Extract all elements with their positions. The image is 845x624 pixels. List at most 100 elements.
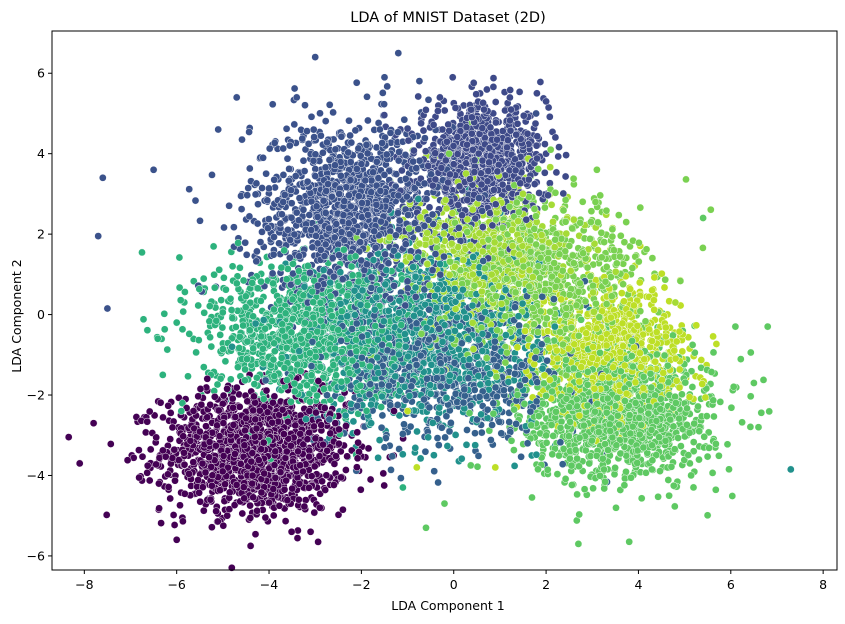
scatter-point-series-6 (549, 432, 558, 440)
scatter-point-series-4 (175, 283, 184, 292)
scatter-point-series-2 (552, 168, 561, 177)
scatter-point-series-1 (301, 101, 309, 110)
scatter-point-series-0 (280, 485, 289, 494)
scatter-point-series-0 (336, 447, 345, 456)
scatter-point-series-1 (374, 119, 383, 127)
scatter-point-series-2 (536, 78, 545, 86)
scatter-point-series-1 (243, 191, 252, 200)
scatter-point-series-0 (314, 538, 322, 546)
scatter-point-series-4 (199, 274, 208, 283)
scatter-point-series-1 (238, 135, 246, 144)
scatter-point-series-0 (159, 413, 167, 422)
scatter-point-series-5 (474, 452, 483, 460)
scatter-point-series-1 (352, 78, 361, 87)
scatter-point-series-6 (746, 423, 755, 431)
scatter-point-series-4 (160, 309, 169, 318)
scatter-point-series-8 (651, 357, 660, 366)
scatter-point-series-1 (275, 239, 283, 248)
scatter-point-series-6 (711, 485, 720, 494)
scatter-point-series-0 (246, 501, 254, 510)
scatter-point-series-2 (438, 125, 447, 134)
scatter-point-series-6 (700, 432, 709, 441)
scatter-point-series-1 (220, 223, 228, 232)
scatter-point-series-1 (316, 109, 324, 118)
scatter-point-series-7 (706, 205, 715, 214)
scatter-point-series-9 (594, 246, 602, 254)
scatter-point-series-7 (676, 277, 685, 285)
scatter-point-series-2 (562, 151, 570, 159)
scatter-point-series-3 (462, 440, 471, 449)
scatter-point-series-6 (528, 493, 536, 502)
scatter-point-series-4 (139, 315, 148, 324)
scatter-point-series-6 (746, 348, 755, 357)
scatter-point-series-0 (176, 501, 184, 510)
scatter-point-series-6 (703, 452, 712, 461)
scatter-point-series-5 (471, 429, 479, 438)
scatter-point-series-1 (282, 124, 291, 133)
scatter-point-series-4 (200, 308, 209, 317)
scatter-point-series-1 (383, 82, 392, 91)
scatter-point-series-2 (551, 133, 560, 142)
scatter-point-series-0 (294, 526, 302, 535)
scatter-point-series-0 (64, 433, 73, 441)
scatter-point-series-0 (343, 452, 351, 461)
scatter-point-series-2 (506, 86, 515, 94)
scatter-point-series-7 (619, 280, 627, 289)
scatter-point-series-1 (268, 100, 277, 109)
scatter-point-series-1 (245, 164, 254, 173)
scatter-point-series-6 (600, 484, 609, 493)
scatter-point-series-0 (135, 446, 143, 454)
scatter-point-series-6 (728, 492, 737, 500)
scatter-point-series-2 (555, 143, 563, 151)
scatter-point-series-8 (692, 321, 701, 330)
scatter-point-series-1 (244, 184, 253, 192)
scatter-point-series-7 (620, 238, 629, 247)
scatter-point-series-3 (510, 462, 519, 470)
scatter-point-series-2 (541, 140, 549, 148)
scatter-point-series-1 (311, 165, 320, 173)
scatter-point-series-5 (517, 452, 525, 461)
scatter-point-series-0 (166, 435, 175, 443)
points-layer (64, 49, 795, 572)
scatter-point-series-1 (252, 257, 261, 266)
scatter-point-series-1 (363, 92, 371, 101)
scatter-point-series-9 (547, 200, 556, 209)
scatter-point-series-0 (379, 469, 388, 478)
scatter-point-series-3 (349, 417, 358, 426)
scatter-point-series-4 (184, 372, 192, 381)
scatter-point-series-0 (269, 511, 278, 520)
scatter-point-series-7 (559, 206, 568, 215)
scatter-point-series-1 (225, 201, 233, 210)
scatter-point-series-0 (342, 466, 350, 474)
chart-title: LDA of MNIST Dataset (2D) (350, 10, 546, 26)
scatter-point-series-8 (709, 332, 717, 341)
scatter-point-series-0 (168, 423, 177, 432)
scatter-point-series-6 (654, 492, 662, 501)
scatter-point-series-5 (421, 447, 430, 456)
scatter-point-series-1 (400, 115, 409, 124)
scatter-point-series-6 (580, 485, 589, 494)
scatter-point-series-2 (440, 106, 449, 115)
scatter-point-series-4 (226, 294, 235, 303)
scatter-point-series-2 (448, 73, 457, 82)
scatter-point-series-6 (665, 491, 673, 500)
scatter-point-series-4 (226, 375, 235, 384)
scatter-point-series-2 (483, 85, 491, 94)
scatter-point-series-5 (505, 418, 514, 426)
scatter-point-series-6 (688, 383, 697, 391)
scatter-point-series-8 (665, 297, 674, 306)
scatter-point-series-5 (463, 426, 471, 434)
scatter-point-series-6 (664, 476, 673, 484)
scatter-point-series-7 (596, 191, 605, 200)
scatter-point-series-2 (489, 83, 498, 91)
scatter-point-series-2 (545, 112, 554, 121)
scatter-point-series-5 (477, 428, 486, 437)
scatter-point-series-5 (434, 441, 443, 449)
scatter-point-series-7 (648, 254, 657, 262)
scatter-point-series-2 (491, 98, 500, 106)
scatter-point-series-6 (656, 467, 664, 475)
scatter-point-series-0 (342, 422, 350, 430)
scatter-point-series-7 (541, 203, 549, 212)
scatter-point-series-0 (228, 394, 237, 403)
scatter-point-series-6 (670, 502, 679, 511)
